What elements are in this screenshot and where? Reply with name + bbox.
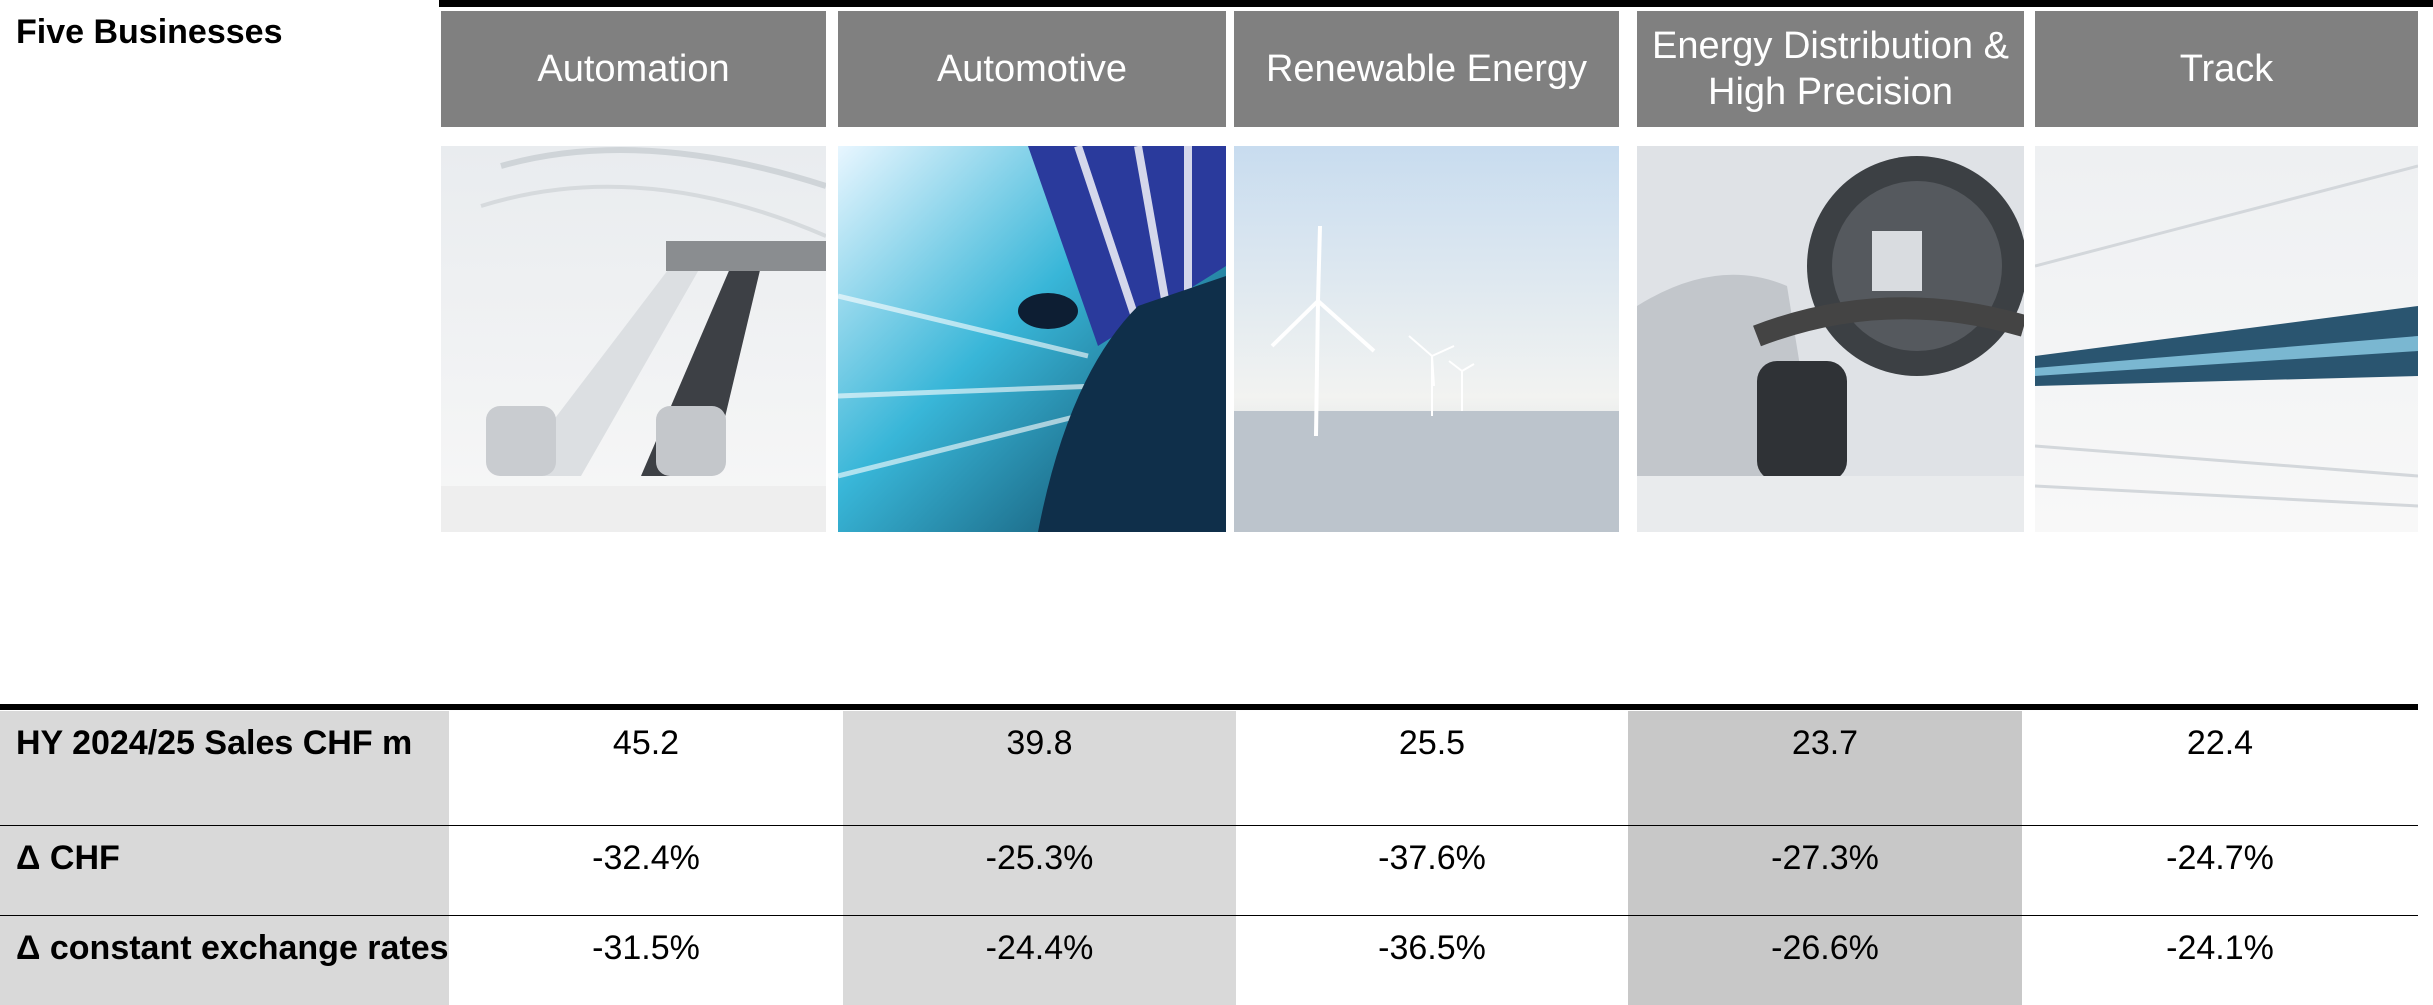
automotive-image bbox=[838, 146, 1226, 532]
table-cell: -27.3% bbox=[1628, 826, 2022, 916]
business-header: Track bbox=[2035, 11, 2418, 127]
table-cell: -24.1% bbox=[2022, 916, 2418, 1005]
table-cell: 22.4 bbox=[2022, 711, 2418, 826]
page-title: Five Businesses bbox=[16, 13, 283, 51]
row-label: Δ CHF bbox=[0, 826, 449, 916]
table-cell: 39.8 bbox=[843, 711, 1236, 826]
top-rule bbox=[439, 0, 2433, 7]
table-cell: -24.4% bbox=[843, 916, 1236, 1005]
energy-distribution-image bbox=[1637, 146, 2024, 532]
table-cell: 25.5 bbox=[1236, 711, 1628, 826]
renewable-energy-image bbox=[1234, 146, 1619, 532]
table-cell: -36.5% bbox=[1236, 916, 1628, 1005]
business-header: Energy Distribution & High Precision bbox=[1637, 11, 2024, 127]
business-header: Automotive bbox=[838, 11, 1226, 127]
table-cell: -37.6% bbox=[1236, 826, 1628, 916]
table-cell: -26.6% bbox=[1628, 916, 2022, 1005]
business-header: Automation bbox=[441, 11, 826, 127]
table-cell: 23.7 bbox=[1628, 711, 2022, 826]
table-cell: -32.4% bbox=[449, 826, 843, 916]
table-top-rule bbox=[0, 704, 2418, 710]
table-cell: -24.7% bbox=[2022, 826, 2418, 916]
track-image bbox=[2035, 146, 2418, 532]
table-cell: -31.5% bbox=[449, 916, 843, 1005]
table-cell: 45.2 bbox=[449, 711, 843, 826]
row-label: HY 2024/25 Sales CHF m bbox=[0, 711, 449, 826]
row-label: Δ constant exchange rates bbox=[0, 916, 449, 1005]
business-header: Renewable Energy bbox=[1234, 11, 1619, 127]
table-cell: -25.3% bbox=[843, 826, 1236, 916]
automation-image bbox=[441, 146, 826, 532]
